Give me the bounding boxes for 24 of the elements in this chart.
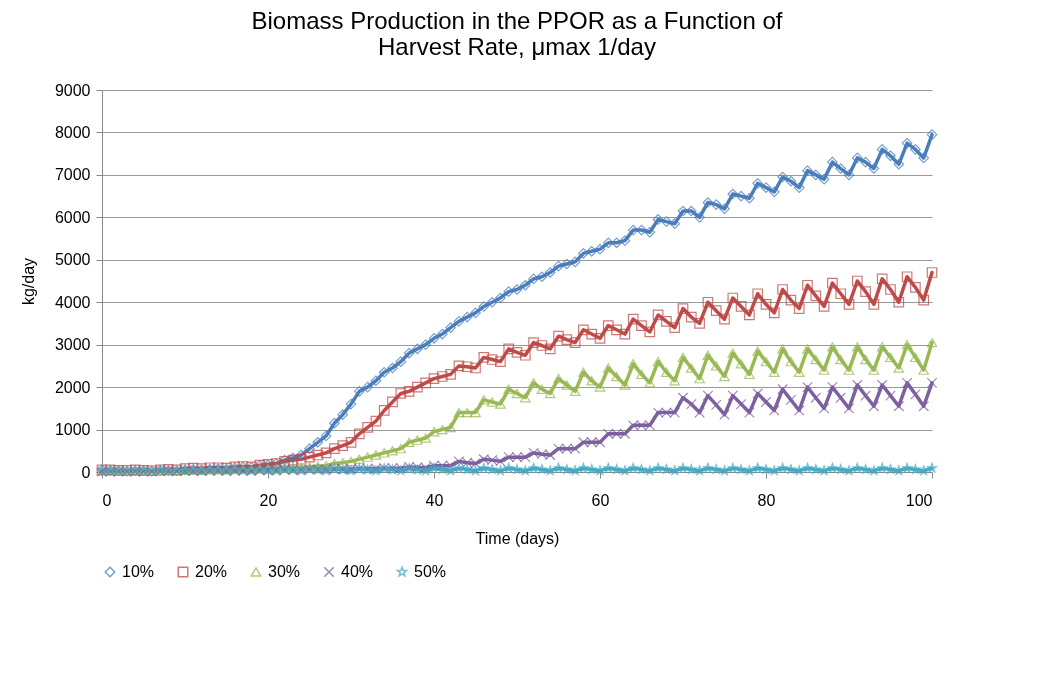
x-axis-title: Time (days) — [475, 529, 560, 547]
legend-label: 50% — [414, 563, 447, 580]
y-tick-label: 0 — [81, 463, 91, 481]
x-tick-label: 100 — [905, 491, 933, 509]
y-tick-label: 2000 — [54, 378, 91, 396]
x-tick-label: 20 — [259, 491, 278, 509]
x-tick-label: 80 — [757, 491, 776, 509]
y-tick-label: 9000 — [54, 81, 91, 99]
y-tick-label: 1000 — [54, 421, 91, 439]
x-tick-label: 40 — [425, 491, 444, 509]
legend-label: 20% — [195, 563, 228, 580]
y-tick-label: 4000 — [54, 293, 91, 311]
chart-title: Biomass Production in the PPOR as a Function of Harvest Rate, μmax 1/day — [251, 7, 783, 60]
y-tick-label: 7000 — [54, 166, 91, 184]
y-tick-label: 3000 — [54, 336, 91, 354]
legend-label: 40% — [341, 563, 374, 580]
y-tick-label: 6000 — [54, 208, 91, 226]
y-tick-label: 8000 — [54, 123, 91, 141]
x-tick-label: 60 — [591, 491, 610, 509]
legend-label: 30% — [268, 563, 301, 580]
x-tick-label: 0 — [102, 491, 112, 509]
y-axis-title: kg/day — [19, 257, 37, 306]
legend-label: 10% — [122, 563, 155, 580]
y-tick-label: 5000 — [54, 251, 91, 269]
